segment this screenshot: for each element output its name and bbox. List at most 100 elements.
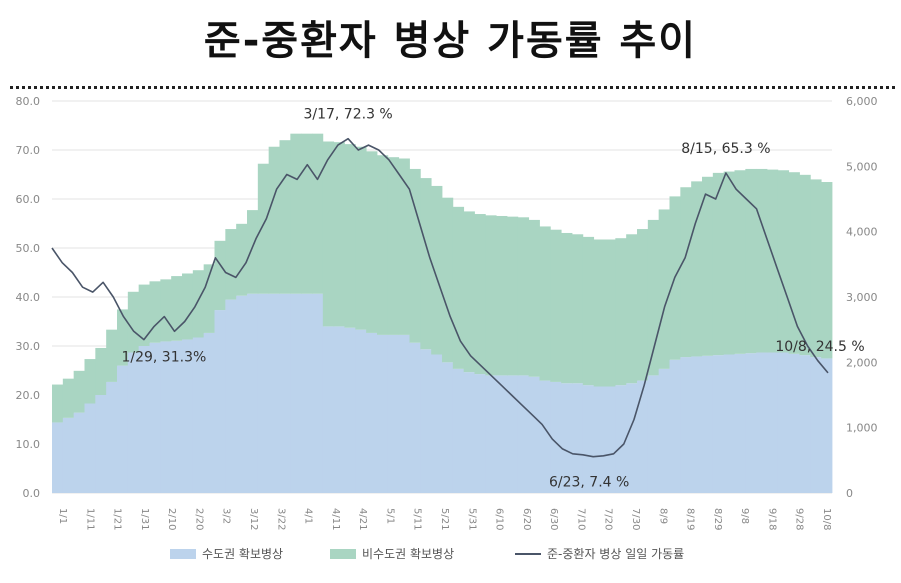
bar-metro [301,293,313,493]
bar-nonmetro [138,284,150,346]
bar-metro [702,355,714,493]
bar-nonmetro [474,214,486,375]
left-tick-label: 10.0 [16,438,41,451]
x-tick-label: 5/1 [384,508,395,524]
bar-metro [517,375,530,493]
bar-metro [691,356,703,493]
bar-metro [52,422,64,493]
bar-metro [550,381,562,493]
bar-nonmetro [431,185,443,355]
bar-nonmetro [821,182,833,359]
bar-metro [539,380,551,493]
bar-nonmetro [572,234,584,384]
x-tick-label: 7/20 [603,508,614,530]
bar-metro [734,353,746,493]
legend-label-metro: 수도권 확보병상 [202,547,284,561]
bar-metro [507,375,519,493]
bar-metro [647,375,660,493]
x-tick-label: 4/1 [303,508,314,524]
bar-nonmetro [214,240,226,311]
bar-metro [420,349,432,493]
bar-nonmetro [257,163,270,294]
bar-metro [745,353,757,493]
right-tick-label: 1,000 [846,422,878,435]
bar-nonmetro [550,229,562,382]
legend-item-occupancy: 준-중환자 병상 일일 가동률 [515,545,684,562]
bar-metro [290,293,302,493]
bar-nonmetro [160,279,172,342]
bar-nonmetro [106,329,118,382]
bar-nonmetro [117,309,129,366]
bar-nonmetro [734,170,746,354]
bar-nonmetro [777,170,790,353]
bar-nonmetro [507,216,519,376]
bar-nonmetro [73,370,85,413]
bar-metro [214,310,226,493]
bar-metro [333,326,345,493]
legend-item-nonmetro: 비수도권 확보병상 [330,545,454,562]
bar-metro [203,332,215,493]
bar-metro [658,368,670,493]
x-tick-label: 1/1 [57,508,68,524]
bar-nonmetro [398,158,410,335]
bar-metro [387,334,400,493]
legend: 수도권 확보병상 비수도권 확보병상 준-중환자 병상 일일 가동률 [0,545,901,569]
bar-metro [723,354,735,493]
right-tick-label: 0 [846,487,853,500]
bar-metro [593,386,605,493]
bar-metro [312,293,324,493]
bar-metro [474,374,486,493]
bar-metro [496,375,508,493]
bar-metro [615,385,627,493]
bar-metro [95,395,107,493]
bar-nonmetro [62,378,75,418]
left-tick-label: 60.0 [16,193,41,206]
left-tick-label: 50.0 [16,242,41,255]
x-tick-label: 6/10 [494,508,505,530]
x-tick-label: 8/9 [657,508,668,524]
bar-metro [398,334,410,493]
bar-metro [322,326,335,493]
legend-swatch-nonmetro [330,548,356,559]
left-tick-label: 70.0 [16,144,41,157]
bar-metro [767,352,779,493]
bar-metro [561,383,573,493]
bar-nonmetro [723,171,735,355]
bar-metro [62,417,75,493]
bar-nonmetro [225,229,237,300]
bar-nonmetro [767,169,779,353]
x-tick-label: 9/28 [794,508,805,530]
x-tick-label: 4/21 [357,508,368,530]
bar-metro [236,295,248,493]
bar-metro [182,339,194,493]
bar-nonmetro [593,239,605,387]
bar-nonmetro [355,146,367,330]
bar-nonmetro [387,157,400,335]
bar-metro [106,381,118,493]
right-tick-label: 2,000 [846,356,878,369]
x-tick-label: 2/20 [193,508,204,530]
bar-nonmetro [626,234,638,384]
x-tick-label: 5/11 [412,508,423,530]
bar-nonmetro [702,176,714,356]
bar-nonmetro [810,179,822,358]
x-tick-label: 3/2 [221,508,232,524]
x-tick-label: 1/11 [84,508,95,530]
left-tick-label: 30.0 [16,340,41,353]
bar-nonmetro [658,209,670,369]
bar-nonmetro [647,219,660,376]
bar-metro [788,353,800,493]
left-tick-label: 0.0 [23,487,41,500]
bar-nonmetro [442,197,454,363]
bar-nonmetro [95,347,107,395]
bar-nonmetro [171,276,183,341]
x-tick-label: 9/18 [766,508,777,530]
left-tick-label: 40.0 [16,291,41,304]
left-tick-label: 80.0 [16,95,41,108]
bar-nonmetro [409,168,421,343]
right-tick-label: 5,000 [846,160,878,173]
bar-nonmetro [539,226,551,381]
bar-metro [192,337,205,493]
bar-metro [821,358,833,493]
bar-metro [810,357,822,493]
